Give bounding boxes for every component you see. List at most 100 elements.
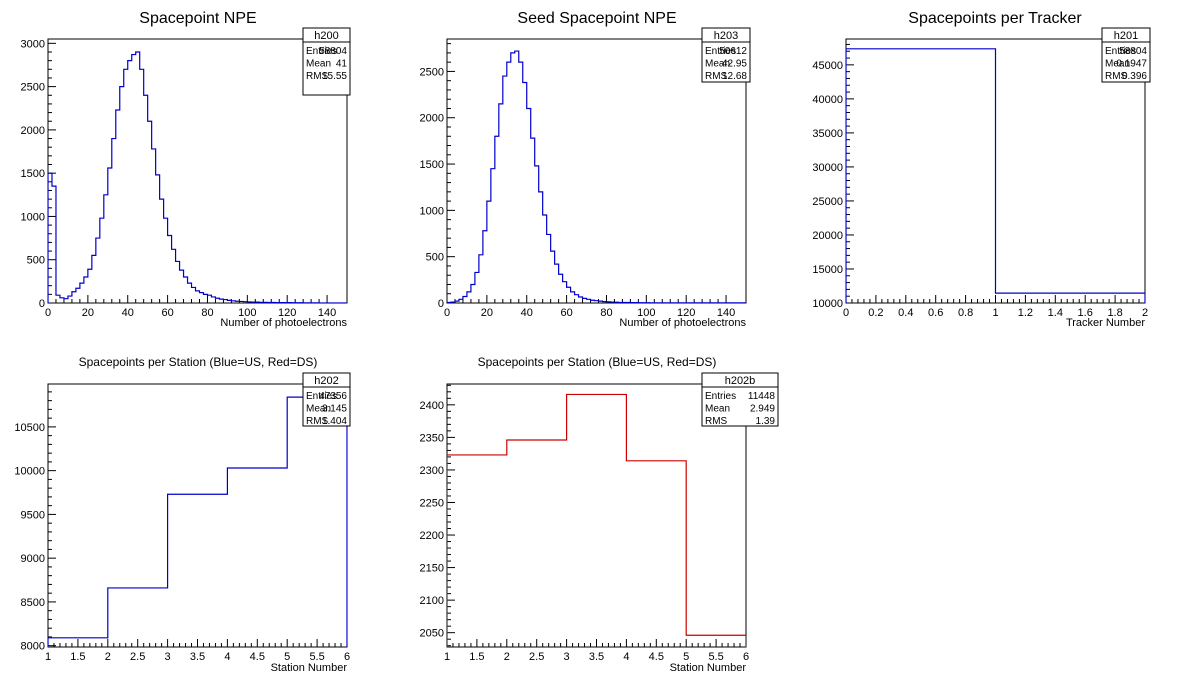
stats-label: Mean [306, 404, 331, 415]
histogram-bin [463, 297, 467, 303]
histogram-bin [128, 61, 132, 303]
histogram-bin [247, 302, 251, 303]
histogram-bin [108, 168, 112, 303]
x-axis-label: Tracker Number [1066, 317, 1145, 329]
x-tick-label: 1 [444, 651, 450, 663]
stats-value: 47356 [319, 391, 347, 402]
x-tick-label: 1.8 [1107, 307, 1122, 319]
stats-label: RMS [306, 416, 329, 427]
histogram-bin [527, 108, 531, 303]
y-tick-label: 2500 [21, 82, 45, 94]
histogram-bin [132, 55, 136, 303]
histogram-bin [511, 53, 515, 303]
y-tick-label: 500 [27, 255, 45, 267]
stats-label: Entries [1105, 46, 1136, 57]
stats-value: 1.39 [756, 416, 776, 427]
x-tick-label: 100 [238, 307, 256, 319]
stats-name: h203 [714, 30, 738, 42]
histogram-bin [483, 231, 487, 303]
y-tick-label: 8000 [21, 641, 45, 653]
x-tick-label: 2 [504, 651, 510, 663]
histogram-bin [116, 110, 120, 303]
histogram-bin [475, 272, 479, 303]
histogram-bin [156, 175, 160, 303]
x-tick-label: 120 [278, 307, 296, 319]
histogram-bin [618, 302, 622, 303]
histogram-bin [287, 397, 347, 647]
y-tick-label: 1000 [420, 205, 444, 217]
stats-value: 50612 [719, 46, 747, 57]
histogram-bin [199, 293, 203, 303]
histogram-bin [176, 261, 180, 303]
histogram-bin [112, 139, 116, 303]
histogram-bin [243, 302, 247, 303]
y-tick-label: 2400 [420, 400, 444, 412]
histogram-bin [567, 394, 627, 647]
chart-title: Seed Spacepoint NPE [517, 10, 676, 27]
histogram-bin [231, 301, 235, 303]
stats-value: 11448 [748, 391, 776, 402]
stats-label: Mean [705, 404, 730, 415]
y-tick-label: 20000 [812, 230, 843, 242]
histogram-bin [84, 277, 88, 303]
y-tick-label: 35000 [812, 128, 843, 140]
stats-value: 0.1947 [1116, 59, 1147, 70]
plot-frame [446, 38, 747, 304]
histogram-bin [48, 173, 52, 303]
histogram-bin [451, 302, 455, 303]
x-axis-label: Station Number [271, 662, 348, 674]
histogram-panel-h200: Spacepoint NPE 0 20 40 60 80 100 120 140 0 500 1000… [21, 10, 351, 329]
histogram-bin [104, 195, 108, 303]
stats-value: 0.396 [1122, 71, 1147, 82]
x-tick-label: 0 [45, 307, 51, 319]
histogram-bin [180, 270, 184, 303]
chart-title: Spacepoints per Tracker [908, 10, 1082, 27]
histogram-bin [235, 301, 239, 303]
histogram-bin [76, 288, 80, 303]
histogram-bin [614, 302, 618, 303]
histogram-bin [531, 138, 535, 303]
histogram-bin [148, 121, 152, 303]
x-tick-label: 140 [318, 307, 336, 319]
y-tick-label: 2250 [420, 497, 444, 509]
y-tick-label: 1500 [21, 168, 45, 180]
histogram-bin [184, 277, 188, 303]
histogram-bin [579, 297, 583, 303]
histogram-bin [56, 295, 60, 303]
histogram-bin [575, 295, 579, 303]
stats-box-frame [1101, 27, 1151, 83]
histogram-bin [263, 302, 267, 303]
histogram-line-h202 [48, 396, 347, 647]
histogram-bin [108, 588, 168, 647]
y-tick-label: 2000 [21, 125, 45, 137]
histogram-bin [602, 302, 606, 303]
stats-name: h200 [314, 30, 338, 42]
y-tick-label: 40000 [812, 94, 843, 106]
x-tick-label: 2.5 [130, 651, 145, 663]
histogram-bin [487, 201, 491, 303]
x-tick-label: 0.6 [928, 307, 943, 319]
histogram-bin [271, 302, 275, 303]
histogram-line-h200 [48, 51, 347, 303]
stats-label: RMS [705, 416, 728, 427]
x-tick-label: 0.2 [868, 307, 883, 319]
x-tick-label: 40 [521, 307, 533, 319]
histogram-bin [168, 235, 172, 303]
stats-label: Entries [306, 46, 337, 57]
histogram-bin [239, 301, 243, 303]
y-tick-label: 2200 [420, 530, 444, 542]
histogram-bin [88, 269, 92, 303]
x-tick-label: 1.2 [1018, 307, 1033, 319]
stats-value: 2.949 [750, 404, 775, 415]
y-tick-label: 10000 [812, 298, 843, 310]
y-tick-label: 30000 [812, 162, 843, 174]
histogram-bin [587, 299, 591, 303]
stats-label: RMS [1105, 71, 1128, 82]
histogram-bin [215, 298, 219, 303]
stats-value: 3.145 [322, 404, 347, 415]
histogram-bin [188, 283, 192, 303]
